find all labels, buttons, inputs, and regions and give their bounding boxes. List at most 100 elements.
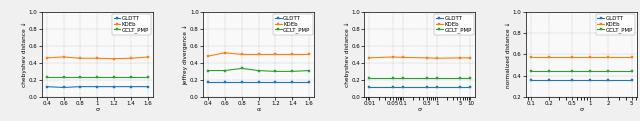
Legend: GLDTT, KDEb, GCLT_PMP: GLDTT, KDEb, GCLT_PMP: [596, 14, 635, 35]
GCLT_PMP: [221, 70, 228, 71]
GCLT_PMP: [423, 77, 431, 79]
KDEb: [389, 56, 397, 58]
GLDTT: [604, 79, 612, 81]
GLDTT: [527, 79, 534, 81]
GCLT_PMP: [204, 70, 212, 71]
KDEb: [271, 54, 279, 55]
GLDTT: [305, 82, 313, 83]
GCLT_PMP: [568, 71, 576, 72]
Y-axis label: jeffrey divergence ↓: jeffrey divergence ↓: [183, 24, 189, 85]
GCLT_PMP: [604, 71, 612, 72]
Legend: GLDTT, KDEb, GCLT_PMP: GLDTT, KDEb, GCLT_PMP: [273, 14, 312, 35]
KDEb: [628, 56, 636, 57]
GLDTT: [127, 86, 135, 87]
KDEb: [238, 54, 246, 55]
GLDTT: [568, 79, 576, 81]
GLDTT: [628, 79, 636, 81]
Line: GLDTT: GLDTT: [529, 79, 633, 81]
KDEb: [467, 57, 474, 59]
GCLT_PMP: [527, 71, 534, 72]
GLDTT: [423, 86, 431, 87]
GCLT_PMP: [60, 77, 67, 78]
GLDTT: [144, 86, 152, 87]
GCLT_PMP: [93, 77, 101, 78]
GLDTT: [204, 82, 212, 83]
GCLT_PMP: [365, 77, 373, 79]
X-axis label: σ: σ: [418, 107, 422, 112]
GLDTT: [456, 86, 464, 87]
KDEb: [433, 57, 440, 59]
Y-axis label: normalized distance ↓: normalized distance ↓: [506, 21, 511, 88]
GLDTT: [255, 82, 262, 83]
KDEb: [545, 56, 552, 57]
KDEb: [568, 56, 576, 57]
GLDTT: [221, 82, 228, 83]
Line: GLDTT: GLDTT: [207, 81, 310, 84]
Line: GCLT_PMP: GCLT_PMP: [207, 67, 310, 73]
KDEb: [110, 58, 118, 59]
GCLT_PMP: [389, 77, 397, 79]
GCLT_PMP: [456, 77, 464, 79]
KDEb: [255, 54, 262, 55]
KDEb: [365, 57, 373, 59]
GCLT_PMP: [238, 68, 246, 69]
GLDTT: [238, 82, 246, 83]
KDEb: [456, 57, 464, 59]
KDEb: [423, 57, 431, 59]
KDEb: [586, 56, 594, 57]
GLDTT: [389, 86, 397, 87]
GLDTT: [93, 86, 101, 87]
GLDTT: [43, 86, 51, 87]
KDEb: [604, 56, 612, 57]
KDEb: [144, 56, 152, 58]
KDEb: [43, 57, 51, 59]
GLDTT: [545, 79, 552, 81]
GCLT_PMP: [255, 70, 262, 71]
KDEb: [527, 56, 534, 57]
KDEb: [60, 56, 67, 58]
GCLT_PMP: [305, 70, 313, 71]
GLDTT: [433, 86, 440, 87]
Line: KDEb: KDEb: [529, 55, 633, 58]
GLDTT: [110, 86, 118, 87]
X-axis label: σ: σ: [579, 107, 583, 112]
GCLT_PMP: [586, 71, 594, 72]
KDEb: [93, 57, 101, 59]
KDEb: [399, 57, 407, 58]
Y-axis label: chebyshev distance ↓: chebyshev distance ↓: [344, 22, 350, 87]
X-axis label: α: α: [257, 107, 260, 112]
GCLT_PMP: [545, 71, 552, 72]
GCLT_PMP: [399, 77, 407, 79]
GLDTT: [271, 82, 279, 83]
GCLT_PMP: [77, 77, 84, 78]
Line: GLDTT: GLDTT: [45, 85, 149, 89]
GLDTT: [365, 86, 373, 87]
Line: KDEb: KDEb: [45, 56, 149, 60]
GCLT_PMP: [127, 77, 135, 78]
Legend: GLDTT, KDEb, GCLT_PMP: GLDTT, KDEb, GCLT_PMP: [434, 14, 474, 35]
GLDTT: [399, 86, 407, 87]
KDEb: [127, 57, 135, 59]
GCLT_PMP: [110, 77, 118, 78]
GLDTT: [467, 86, 474, 87]
Line: GCLT_PMP: GCLT_PMP: [529, 70, 633, 73]
GCLT_PMP: [467, 77, 474, 79]
GLDTT: [586, 79, 594, 81]
Line: GLDTT: GLDTT: [368, 85, 472, 88]
GLDTT: [60, 87, 67, 88]
KDEb: [289, 54, 296, 55]
GCLT_PMP: [433, 77, 440, 79]
X-axis label: σ: σ: [95, 107, 99, 112]
Legend: GLDTT, KDEb, GCLT_PMP: GLDTT, KDEb, GCLT_PMP: [111, 14, 151, 35]
KDEb: [204, 55, 212, 57]
Line: KDEb: KDEb: [368, 56, 472, 60]
GCLT_PMP: [144, 77, 152, 78]
Y-axis label: chebyshev distance ↓: chebyshev distance ↓: [22, 22, 28, 87]
GCLT_PMP: [289, 71, 296, 72]
Line: GCLT_PMP: GCLT_PMP: [368, 77, 472, 79]
Line: KDEb: KDEb: [207, 51, 310, 57]
GCLT_PMP: [43, 77, 51, 78]
GLDTT: [77, 86, 84, 87]
KDEb: [221, 52, 228, 53]
Line: GCLT_PMP: GCLT_PMP: [45, 76, 149, 79]
